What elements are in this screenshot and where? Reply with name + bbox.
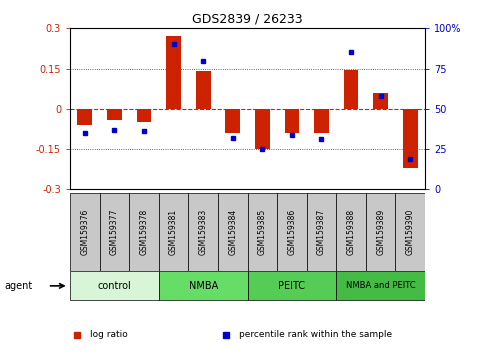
Bar xyxy=(314,109,329,133)
Text: GSM159384: GSM159384 xyxy=(228,209,237,255)
Bar xyxy=(218,193,248,271)
Bar xyxy=(188,193,218,271)
Bar xyxy=(107,109,122,120)
Text: GSM159381: GSM159381 xyxy=(169,209,178,255)
Text: log ratio: log ratio xyxy=(89,330,128,339)
Bar xyxy=(403,109,418,168)
Bar xyxy=(373,93,388,109)
Text: NMBA: NMBA xyxy=(188,281,218,291)
Text: GSM159385: GSM159385 xyxy=(258,209,267,255)
Text: percentile rank within the sample: percentile rank within the sample xyxy=(239,330,392,339)
Text: NMBA and PEITC: NMBA and PEITC xyxy=(346,281,415,290)
Bar xyxy=(137,109,151,122)
Bar xyxy=(336,193,366,271)
Bar xyxy=(344,70,358,109)
Text: GSM159377: GSM159377 xyxy=(110,209,119,255)
Title: GDS2839 / 26233: GDS2839 / 26233 xyxy=(192,13,303,26)
Bar xyxy=(336,272,425,300)
Bar xyxy=(366,193,396,271)
Bar xyxy=(284,109,299,133)
Bar xyxy=(255,109,270,149)
Text: GSM159388: GSM159388 xyxy=(347,209,355,255)
Text: PEITC: PEITC xyxy=(278,281,305,291)
Bar xyxy=(70,193,99,271)
Text: GSM159383: GSM159383 xyxy=(199,209,208,255)
Bar xyxy=(99,193,129,271)
Bar xyxy=(277,193,307,271)
Bar xyxy=(248,193,277,271)
Bar xyxy=(159,272,248,300)
Text: GSM159378: GSM159378 xyxy=(140,209,148,255)
Bar xyxy=(77,109,92,125)
Bar xyxy=(159,193,188,271)
Bar xyxy=(166,36,181,109)
Bar xyxy=(70,272,159,300)
Text: GSM159376: GSM159376 xyxy=(80,209,89,255)
Text: agent: agent xyxy=(5,281,33,291)
Text: GSM159386: GSM159386 xyxy=(287,209,297,255)
Bar xyxy=(226,109,240,133)
Bar xyxy=(248,272,336,300)
Text: control: control xyxy=(98,281,131,291)
Bar xyxy=(196,71,211,109)
Bar xyxy=(396,193,425,271)
Bar xyxy=(307,193,336,271)
Text: GSM159387: GSM159387 xyxy=(317,209,326,255)
Text: GSM159390: GSM159390 xyxy=(406,209,415,255)
Bar xyxy=(129,193,159,271)
Text: GSM159389: GSM159389 xyxy=(376,209,385,255)
